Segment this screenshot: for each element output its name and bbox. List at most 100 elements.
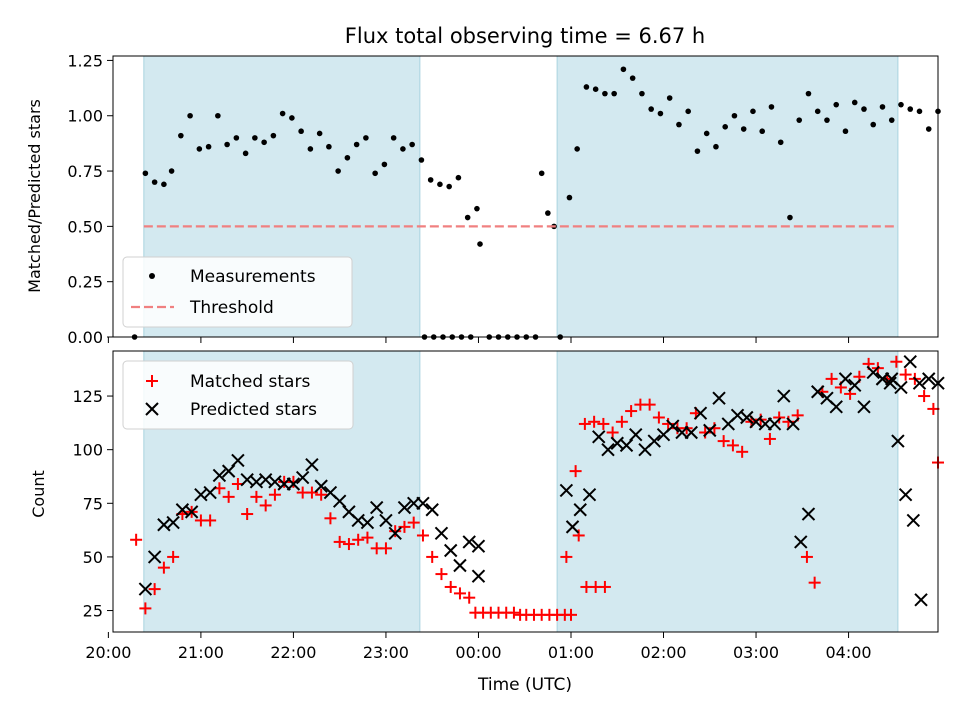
- predicted-stars-point: [838, 372, 853, 386]
- measurements-point: [574, 146, 580, 152]
- matched-stars-point: [324, 512, 337, 525]
- predicted-stars-point: [305, 457, 319, 472]
- measurements-point: [326, 143, 332, 150]
- count-y-tick-label: 25: [83, 602, 103, 621]
- matched-stars-point: [918, 390, 931, 403]
- predicted-stars-point: [453, 558, 467, 573]
- matched-stars-point: [453, 587, 466, 600]
- measurements-point: [888, 117, 895, 123]
- matched-stars-point: [569, 465, 582, 478]
- measurements-point: [676, 121, 682, 128]
- measurements-point: [833, 101, 840, 108]
- measurements-point: [215, 112, 221, 119]
- predicted-stars-point: [894, 380, 908, 395]
- measurements-point: [805, 90, 812, 97]
- matched-stars-point: [204, 514, 217, 527]
- count-shaded-interval: [556, 350, 899, 633]
- measurements-point: [242, 150, 249, 157]
- measurements-point: [252, 135, 258, 141]
- matched-stars-point: [148, 583, 161, 596]
- legend-threshold-label: Threshold: [189, 298, 274, 318]
- measurements-point: [446, 183, 452, 190]
- measurements-point: [694, 148, 701, 154]
- predicted-stars-point: [471, 569, 486, 583]
- measurements-point: [713, 143, 719, 150]
- predicted-stars-point: [462, 535, 476, 549]
- predicted-stars-point: [848, 378, 862, 393]
- matched-stars-point: [763, 432, 776, 445]
- measurements-point: [907, 106, 914, 112]
- matched-stars-point: [241, 508, 254, 521]
- measurements-point: [381, 161, 388, 168]
- ratio-legend-box: [122, 256, 353, 328]
- predicted-stars-point: [379, 513, 393, 528]
- measurements-point: [196, 146, 203, 152]
- ratio-y-tick-label: 0.75: [67, 162, 103, 181]
- predicted-stars-point: [166, 515, 180, 530]
- measurements-point: [731, 112, 738, 119]
- predicted-stars-point: [601, 442, 615, 457]
- x-tick-label: 21:00: [178, 643, 224, 662]
- matched-stars-point: [157, 561, 170, 574]
- measurements-point: [545, 210, 551, 216]
- measurements-point: [648, 106, 654, 112]
- measurements-point: [611, 90, 617, 97]
- matched-stars-point: [167, 550, 180, 563]
- measurements-point: [409, 141, 415, 148]
- measurements-point: [224, 141, 230, 148]
- measurements-point: [759, 128, 766, 135]
- predicted-stars-point: [425, 503, 439, 517]
- measurements-point: [842, 128, 849, 135]
- predicted-stars-point: [360, 515, 375, 530]
- predicted-stars-point: [295, 470, 310, 485]
- predicted-stars-point: [286, 477, 301, 491]
- ratio-plot-frame: [112, 55, 939, 338]
- matched-stars-point: [130, 533, 143, 546]
- ratio-y-tick-label: 1.25: [67, 51, 103, 70]
- predicted-stars-point: [883, 376, 897, 390]
- measurements-point: [289, 115, 295, 121]
- ratio-y-tick-label: 0.50: [67, 217, 103, 236]
- measurements-point: [418, 157, 425, 163]
- matched-stars-point: [407, 516, 420, 529]
- predicted-stars-point: [866, 365, 880, 380]
- predicted-stars-point: [471, 539, 486, 553]
- count-plot-frame: [112, 350, 939, 633]
- measurements-point: [233, 135, 240, 141]
- measurements-point: [307, 146, 314, 152]
- predicted-stars-point: [794, 535, 808, 549]
- predicted-stars-point: [221, 464, 236, 478]
- predicted-stars-point: [875, 372, 890, 386]
- measurements-point: [685, 108, 691, 115]
- predicted-stars-point: [332, 494, 347, 508]
- matched-stars-point: [379, 542, 392, 555]
- predicted-stars-point: [559, 483, 574, 498]
- measurements-point: [787, 214, 793, 221]
- measurements-point: [740, 126, 747, 132]
- predicted-stars-point: [592, 430, 606, 444]
- measurements-point: [629, 75, 636, 81]
- measurements-point: [464, 214, 471, 221]
- predicted-stars-point: [903, 355, 917, 369]
- matched-stars-point: [222, 490, 235, 503]
- ratio-panel: 0.00 0.25 0.50 0.75 1.00 1.25 Matched/Predict…: [25, 51, 941, 347]
- predicted-stars-point: [666, 419, 680, 433]
- count-y-tick-label: 75: [83, 494, 103, 513]
- count-series: [130, 355, 945, 621]
- predicted-stars-point: [914, 593, 928, 607]
- matched-stars-point: [435, 568, 448, 581]
- legend-matched-label: Matched stars: [190, 372, 310, 392]
- matched-stars-point: [825, 372, 838, 385]
- measurements-point: [851, 99, 858, 106]
- matched-stars-point: [268, 488, 281, 501]
- measurements-point: [602, 90, 608, 97]
- matched-stars-point: [927, 402, 940, 415]
- predicted-stars-point: [397, 500, 412, 515]
- predicted-stars-point: [231, 453, 245, 468]
- matched-stars-point: [708, 422, 721, 435]
- measurements-point: [814, 108, 821, 115]
- measurements-point: [824, 117, 830, 123]
- predicted-stars-point: [922, 372, 936, 386]
- count-y-tick-label: 50: [83, 548, 103, 567]
- matched-stars-point: [572, 529, 585, 542]
